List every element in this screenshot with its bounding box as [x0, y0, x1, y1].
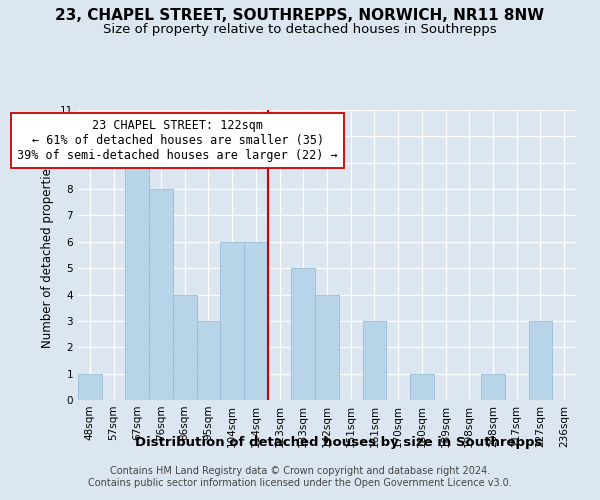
Bar [220, 242, 244, 400]
Bar [362, 321, 386, 400]
Text: Contains HM Land Registry data © Crown copyright and database right 2024.: Contains HM Land Registry data © Crown c… [110, 466, 490, 476]
Text: Contains public sector information licensed under the Open Government Licence v3: Contains public sector information licen… [88, 478, 512, 488]
Bar [315, 294, 339, 400]
Text: 23 CHAPEL STREET: 122sqm
← 61% of detached houses are smaller (35)
39% of semi-d: 23 CHAPEL STREET: 122sqm ← 61% of detach… [17, 119, 338, 162]
Text: Size of property relative to detached houses in Southrepps: Size of property relative to detached ho… [103, 22, 497, 36]
Bar [244, 242, 268, 400]
Text: 23, CHAPEL STREET, SOUTHREPPS, NORWICH, NR11 8NW: 23, CHAPEL STREET, SOUTHREPPS, NORWICH, … [55, 8, 545, 22]
Bar [173, 294, 197, 400]
Bar [149, 189, 173, 400]
Bar [292, 268, 315, 400]
Bar [78, 374, 102, 400]
Bar [410, 374, 434, 400]
Bar [125, 162, 149, 400]
Bar [529, 321, 552, 400]
Text: Distribution of detached houses by size in Southrepps: Distribution of detached houses by size … [136, 436, 542, 449]
Y-axis label: Number of detached properties: Number of detached properties [41, 162, 55, 348]
Bar [197, 321, 220, 400]
Bar [481, 374, 505, 400]
